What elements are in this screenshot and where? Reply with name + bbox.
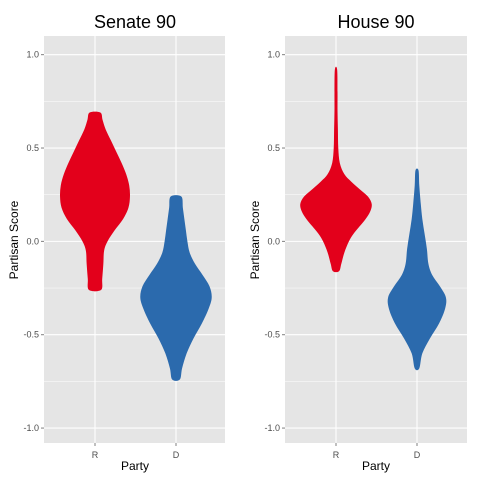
- y-tick-label: 0.5: [267, 143, 280, 153]
- x-tick-label: R: [333, 450, 340, 460]
- y-tick-label: 0.0: [267, 236, 280, 246]
- house-violin-d: [387, 168, 447, 371]
- house-violin-r: [300, 66, 372, 273]
- y-tick-label: 1.0: [267, 50, 280, 60]
- senate-y-ticks: -1.0 -0.5 0.0 0.5 1.0: [23, 50, 44, 433]
- senate-violin-d: [140, 195, 212, 381]
- y-tick-label: 0.5: [26, 143, 39, 153]
- house-violins: [300, 66, 447, 371]
- senate-y-axis-label: Partisan Score: [7, 200, 21, 279]
- y-tick-label: 0.0: [26, 236, 39, 246]
- x-tick-label: D: [173, 450, 180, 460]
- y-tick-label: -0.5: [264, 330, 280, 340]
- house-plot-background: [285, 36, 467, 443]
- senate-title: Senate 90: [94, 12, 176, 32]
- senate-violins: [60, 111, 212, 381]
- y-tick-label: -1.0: [264, 423, 280, 433]
- y-tick-label: -0.5: [23, 330, 39, 340]
- senate-violin-r: [60, 111, 130, 292]
- house-x-axis-label: Party: [362, 459, 390, 473]
- house-title: House 90: [337, 12, 414, 32]
- y-tick-label: 1.0: [26, 50, 39, 60]
- x-tick-label: R: [92, 450, 99, 460]
- senate-plot-background: [44, 36, 225, 443]
- house-y-ticks: -1.0 -0.5 0.0 0.5 1.0: [264, 50, 285, 433]
- y-tick-label: -1.0: [23, 423, 39, 433]
- senate-x-axis-label: Party: [121, 459, 149, 473]
- x-tick-label: D: [414, 450, 421, 460]
- house-y-axis-label: Partisan Score: [248, 200, 262, 279]
